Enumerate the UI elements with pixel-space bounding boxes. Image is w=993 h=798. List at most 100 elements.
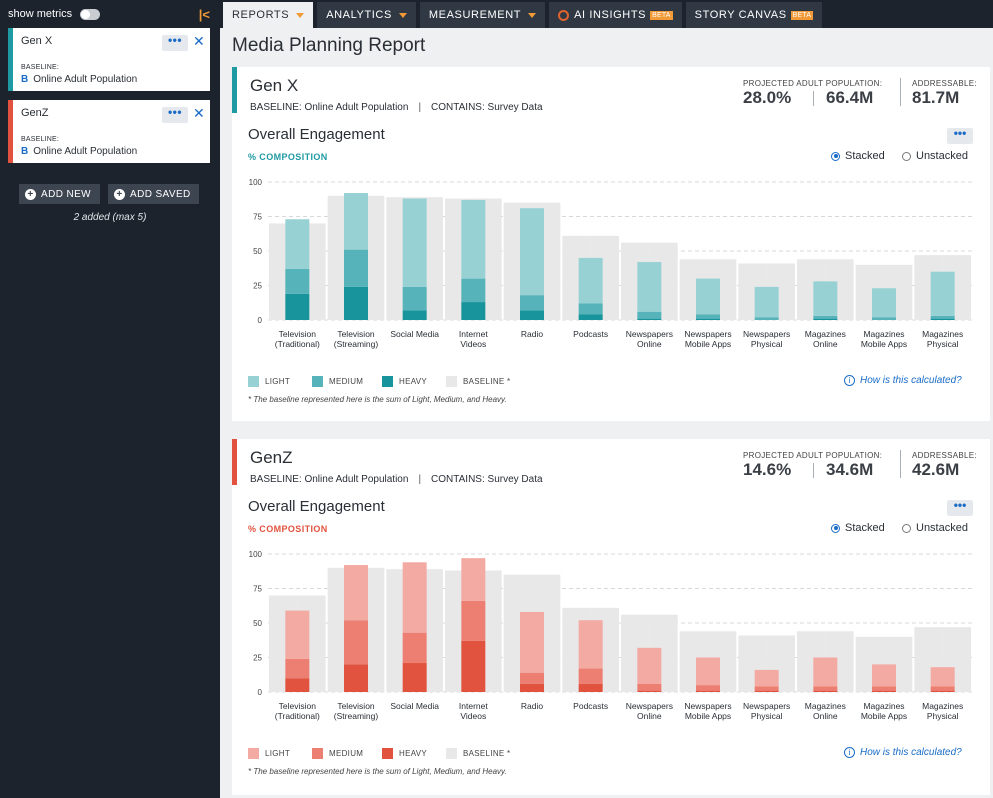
heavy-bar[interactable] bbox=[813, 690, 838, 692]
medium-bar[interactable] bbox=[930, 315, 955, 319]
medium-bar[interactable] bbox=[637, 311, 662, 319]
heavy-bar[interactable] bbox=[813, 318, 838, 320]
unstacked-radio[interactable]: Unstacked bbox=[902, 150, 968, 162]
light-bar[interactable] bbox=[285, 610, 310, 659]
medium-bar[interactable] bbox=[578, 668, 603, 684]
light-bar[interactable] bbox=[578, 620, 603, 669]
heavy-bar[interactable] bbox=[520, 683, 544, 692]
light-bar[interactable] bbox=[930, 667, 955, 687]
heavy-bar[interactable] bbox=[344, 664, 368, 692]
light-bar[interactable] bbox=[461, 558, 486, 601]
medium-bar[interactable] bbox=[930, 686, 955, 691]
heavy-bar[interactable] bbox=[402, 310, 427, 320]
tab-ai-insights[interactable]: AI INSIGHTS BETA bbox=[549, 2, 682, 28]
medium-bar[interactable] bbox=[285, 658, 310, 679]
light-bar[interactable] bbox=[285, 219, 310, 269]
divider bbox=[813, 91, 814, 106]
heavy-bar[interactable] bbox=[520, 310, 544, 320]
light-bar[interactable] bbox=[696, 657, 720, 686]
medium-bar[interactable] bbox=[637, 683, 662, 691]
how-calculated-link[interactable]: i How is this calculated? bbox=[844, 375, 962, 386]
medium-bar[interactable] bbox=[578, 303, 603, 315]
remove-segment-icon[interactable]: ✕ bbox=[193, 105, 205, 121]
heavy-bar[interactable] bbox=[637, 318, 662, 320]
heavy-bar[interactable] bbox=[696, 690, 720, 692]
light-bar[interactable] bbox=[637, 262, 662, 312]
light-bar[interactable] bbox=[813, 281, 838, 316]
segment-options-button[interactable]: ••• bbox=[162, 106, 188, 123]
heavy-bar[interactable] bbox=[930, 690, 955, 692]
remove-segment-icon[interactable]: ✕ bbox=[193, 33, 205, 49]
tab-story-canvas[interactable]: STORY CANVAS BETA bbox=[685, 2, 823, 28]
heavy-bar[interactable] bbox=[402, 663, 427, 692]
light-bar[interactable] bbox=[930, 271, 955, 316]
heavy-bar[interactable] bbox=[930, 318, 955, 320]
heavy-bar[interactable] bbox=[696, 318, 720, 320]
medium-bar[interactable] bbox=[696, 314, 720, 319]
heavy-bar[interactable] bbox=[344, 286, 368, 320]
add-saved-button[interactable]: + ADD SAVED bbox=[108, 184, 199, 204]
tab-analytics[interactable]: ANALYTICS bbox=[317, 2, 416, 28]
light-bar[interactable] bbox=[637, 647, 662, 684]
engagement-title: Overall Engagement bbox=[248, 126, 385, 143]
heavy-bar[interactable] bbox=[637, 690, 662, 692]
chart-options-button[interactable]: ••• bbox=[947, 127, 973, 144]
heavy-bar[interactable] bbox=[578, 314, 603, 320]
medium-bar[interactable] bbox=[344, 249, 368, 287]
segment-card-genx[interactable]: Gen X ••• ✕ BASELINE: B Online Adult Pop… bbox=[8, 28, 210, 91]
contains-text: CONTAINS: Survey Data bbox=[431, 474, 543, 485]
light-bar[interactable] bbox=[344, 193, 368, 250]
tab-reports[interactable]: REPORTS bbox=[223, 2, 314, 28]
collapse-sidebar-icon[interactable]: |< bbox=[198, 7, 210, 22]
medium-bar[interactable] bbox=[813, 315, 838, 319]
medium-bar[interactable] bbox=[813, 686, 838, 691]
light-bar[interactable] bbox=[520, 611, 544, 673]
tab-measurement[interactable]: MEASUREMENT bbox=[419, 2, 546, 28]
stacked-radio[interactable]: Stacked bbox=[831, 522, 885, 534]
light-bar[interactable] bbox=[813, 657, 838, 687]
heavy-bar[interactable] bbox=[872, 690, 896, 692]
how-calculated-link[interactable]: i How is this calculated? bbox=[844, 747, 962, 758]
light-bar[interactable] bbox=[402, 562, 427, 633]
show-metrics-toggle[interactable] bbox=[80, 8, 101, 20]
light-bar[interactable] bbox=[754, 669, 779, 687]
heavy-bar[interactable] bbox=[754, 690, 779, 692]
light-bar[interactable] bbox=[461, 199, 486, 279]
beta-badge: BETA bbox=[650, 10, 673, 20]
segment-options-button[interactable]: ••• bbox=[162, 34, 188, 51]
light-bar[interactable] bbox=[872, 664, 896, 687]
heavy-bar[interactable] bbox=[578, 683, 603, 692]
light-bar[interactable] bbox=[696, 278, 720, 315]
light-bar[interactable] bbox=[520, 208, 544, 296]
medium-bar[interactable] bbox=[754, 686, 779, 691]
heavy-bar[interactable] bbox=[285, 678, 310, 692]
chart-options-button[interactable]: ••• bbox=[947, 499, 973, 516]
add-new-button[interactable]: + ADD NEW bbox=[19, 184, 100, 204]
medium-bar[interactable] bbox=[872, 317, 896, 320]
medium-bar[interactable] bbox=[402, 632, 427, 664]
segment-card-genz[interactable]: GenZ ••• ✕ BASELINE: B Online Adult Popu… bbox=[8, 100, 210, 163]
medium-bar[interactable] bbox=[872, 686, 896, 691]
heavy-bar[interactable] bbox=[461, 640, 486, 692]
medium-bar[interactable] bbox=[520, 295, 544, 311]
light-bar[interactable] bbox=[754, 286, 779, 318]
medium-bar[interactable] bbox=[461, 278, 486, 303]
heavy-bar[interactable] bbox=[461, 302, 486, 320]
light-bar[interactable] bbox=[402, 198, 427, 287]
stacked-radio[interactable]: Stacked bbox=[831, 150, 885, 162]
medium-bar[interactable] bbox=[520, 672, 544, 684]
legend-swatch bbox=[382, 748, 393, 759]
composition-label: % COMPOSITION bbox=[248, 152, 328, 162]
medium-bar[interactable] bbox=[402, 286, 427, 311]
medium-bar[interactable] bbox=[461, 600, 486, 641]
medium-bar[interactable] bbox=[285, 268, 310, 294]
light-bar[interactable] bbox=[578, 257, 603, 304]
unstacked-radio[interactable]: Unstacked bbox=[902, 522, 968, 534]
light-bar[interactable] bbox=[872, 288, 896, 318]
tab-label: AI INSIGHTS bbox=[574, 9, 647, 21]
light-bar[interactable] bbox=[344, 565, 368, 621]
medium-bar[interactable] bbox=[754, 317, 779, 320]
medium-bar[interactable] bbox=[344, 620, 368, 665]
heavy-bar[interactable] bbox=[285, 293, 310, 320]
medium-bar[interactable] bbox=[696, 685, 720, 691]
